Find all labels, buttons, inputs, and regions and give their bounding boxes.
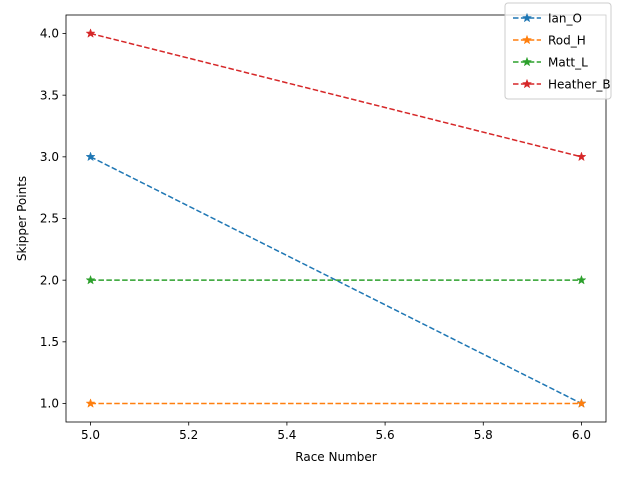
legend-box <box>504 2 612 100</box>
y-tick-label: 2.0 <box>40 273 59 287</box>
legend-label: Heather_B <box>548 77 611 91</box>
x-tick-label: 5.4 <box>277 428 296 442</box>
legend-item: Ian_O <box>513 11 582 25</box>
y-tick-label: 4.0 <box>40 27 59 41</box>
data-point-star-marker <box>85 398 96 408</box>
legend-label: Rod_H <box>548 33 586 47</box>
legend-star-marker <box>521 12 533 23</box>
x-tick-label: 5.8 <box>474 428 493 442</box>
plot-frame <box>65 14 607 423</box>
series-layer <box>85 28 587 408</box>
legend-item: Heather_B <box>513 77 611 91</box>
legend-label: Matt_L <box>548 55 588 69</box>
x-tick-label: 5.2 <box>179 428 198 442</box>
series-line <box>90 32 582 158</box>
series-Matt_L <box>85 274 587 285</box>
x-tick-label: 5.0 <box>81 428 100 442</box>
series-line <box>90 156 582 405</box>
data-point-star-marker <box>576 274 587 285</box>
data-point-star-marker <box>576 398 587 408</box>
y-tick-label: 3.5 <box>40 88 59 102</box>
legend-star-marker <box>521 56 533 67</box>
x-axis-ticks: 5.0 5.2 5.4 5.6 5.8 6.0 <box>81 422 591 442</box>
y-tick-label: 1.5 <box>40 335 59 349</box>
data-point-star-marker <box>85 28 96 38</box>
y-tick-label: 1.0 <box>40 397 59 411</box>
x-tick-label: 6.0 <box>572 428 591 442</box>
legend: Ian_O Rod_H Matt_L Heather_B <box>504 2 612 100</box>
legend-label: Ian_O <box>548 11 582 25</box>
x-tick-label: 5.6 <box>376 428 395 442</box>
legend-item: Matt_L <box>513 55 588 69</box>
data-point-star-marker <box>85 274 96 285</box>
y-tick-label: 3.0 <box>40 150 59 164</box>
series-Heather_B <box>85 28 587 162</box>
legend-star-marker <box>521 34 533 45</box>
data-point-star-marker <box>576 151 587 162</box>
legend-item: Rod_H <box>513 33 586 47</box>
y-tick-label: 2.5 <box>40 212 59 226</box>
y-axis-ticks: 1.0 1.5 2.0 2.5 3.0 3.5 4.0 <box>40 27 66 411</box>
x-axis-label: Race Number <box>295 450 376 464</box>
y-axis-label: Skipper Points <box>15 176 29 261</box>
data-point-star-marker <box>85 151 96 162</box>
series-Rod_H <box>85 398 587 408</box>
legend-star-marker <box>521 78 533 89</box>
